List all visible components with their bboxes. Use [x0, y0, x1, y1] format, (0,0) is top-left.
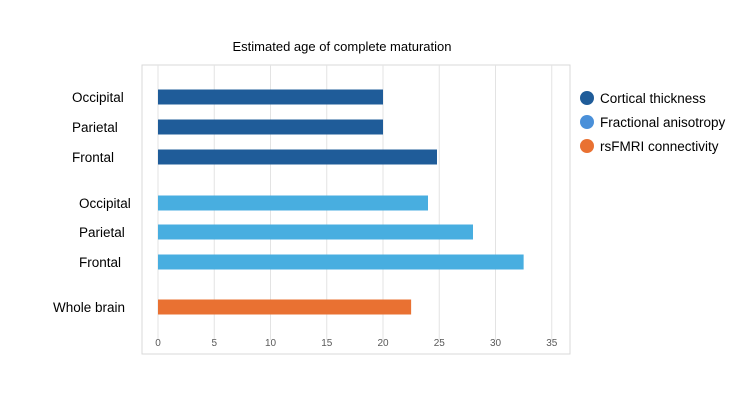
x-tick-label: 5: [211, 338, 217, 349]
legend-label: rsFMRI connectivity: [600, 139, 719, 154]
bar: [158, 119, 383, 135]
x-tick-label: 25: [434, 338, 446, 349]
bar: [158, 89, 383, 105]
legend-label: Fractional anisotropy: [600, 115, 726, 130]
x-tick-label: 20: [377, 338, 389, 349]
legend-marker: [580, 115, 594, 129]
category-labels: Occipital Parietal Frontal Occipital Parieta…: [53, 90, 131, 315]
category-label: Occipital: [72, 90, 124, 105]
category-label: Parietal: [79, 225, 125, 240]
x-tick-label: 30: [490, 338, 502, 349]
bar: [158, 254, 524, 270]
legend-marker: [580, 91, 594, 105]
bar: [158, 195, 428, 211]
x-tick-label: 10: [265, 338, 277, 349]
bars: [158, 89, 524, 315]
legend: Cortical thickness Fractional anisotropy r…: [580, 91, 726, 154]
bar: [158, 224, 473, 240]
x-tick-label: 15: [321, 338, 333, 349]
chart-title: Estimated age of complete maturation: [233, 39, 452, 54]
bar: [158, 299, 412, 315]
category-label: Frontal: [72, 150, 114, 165]
category-label: Frontal: [79, 255, 121, 270]
x-tick-label: 0: [155, 338, 161, 349]
category-label: Occipital: [79, 196, 131, 211]
x-tick-label: 35: [546, 338, 558, 349]
category-label: Whole brain: [53, 300, 125, 315]
legend-label: Cortical thickness: [600, 91, 706, 106]
x-axis-ticks: 0 5 10 15 20 25 30 35: [155, 338, 558, 349]
category-label: Parietal: [72, 120, 118, 135]
legend-marker: [580, 139, 594, 153]
bar: [158, 149, 437, 165]
